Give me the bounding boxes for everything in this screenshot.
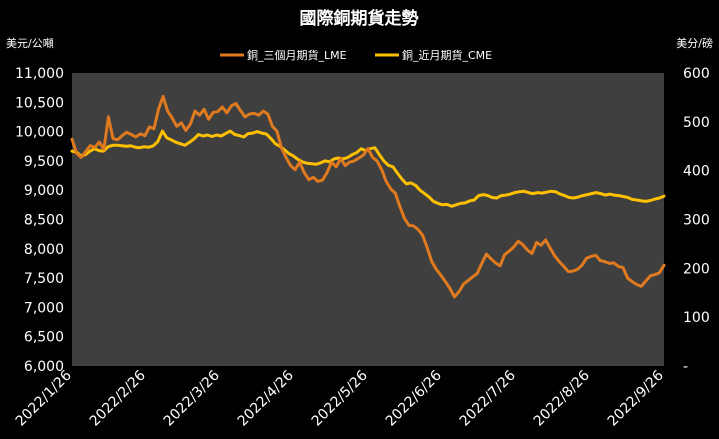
left-axis-unit: 美元/公噸 — [6, 36, 54, 50]
left-tick-label: 11,000 — [15, 66, 64, 82]
right-axis-unit: 美分/磅 — [676, 36, 713, 50]
right-tick-label: 100 — [683, 310, 710, 326]
legend-label-lme: 銅_三個月期貨_LME — [247, 48, 347, 62]
right-tick-label: 400 — [683, 164, 710, 180]
left-axis-ticks: 11,000 10,500 10,000 9,500 9,000 8,500 8,000 7,… — [15, 66, 64, 375]
left-tick-label: 8,500 — [24, 213, 64, 229]
chart-title: 國際銅期貨走勢 — [300, 8, 419, 29]
right-tick-label: - — [683, 359, 688, 375]
left-tick-label: 8,000 — [24, 242, 64, 258]
right-axis-ticks: 600 500 400 300 200 100 - — [683, 66, 710, 375]
left-tick-label: 6,500 — [24, 330, 64, 346]
left-tick-label: 7,500 — [24, 271, 64, 287]
series-line-lme — [70, 94, 666, 299]
legend-label-cme: 銅_近月期貨_CME — [402, 48, 492, 62]
legend: 銅_三個月期貨_LME 銅_近月期貨_CME — [220, 48, 492, 62]
right-tick-label: 500 — [683, 115, 710, 131]
left-tick-label: 6,000 — [24, 359, 64, 375]
right-tick-label: 300 — [683, 213, 710, 229]
left-tick-label: 10,500 — [15, 95, 64, 111]
plot-area — [72, 73, 664, 366]
series-layer — [70, 94, 666, 299]
right-tick-label: 200 — [683, 261, 710, 277]
right-tick-label: 600 — [683, 66, 710, 82]
left-tick-label: 7,000 — [24, 300, 64, 316]
left-tick-label: 9,000 — [24, 183, 64, 199]
left-tick-label: 9,500 — [24, 154, 64, 170]
left-tick-label: 10,000 — [15, 125, 64, 141]
